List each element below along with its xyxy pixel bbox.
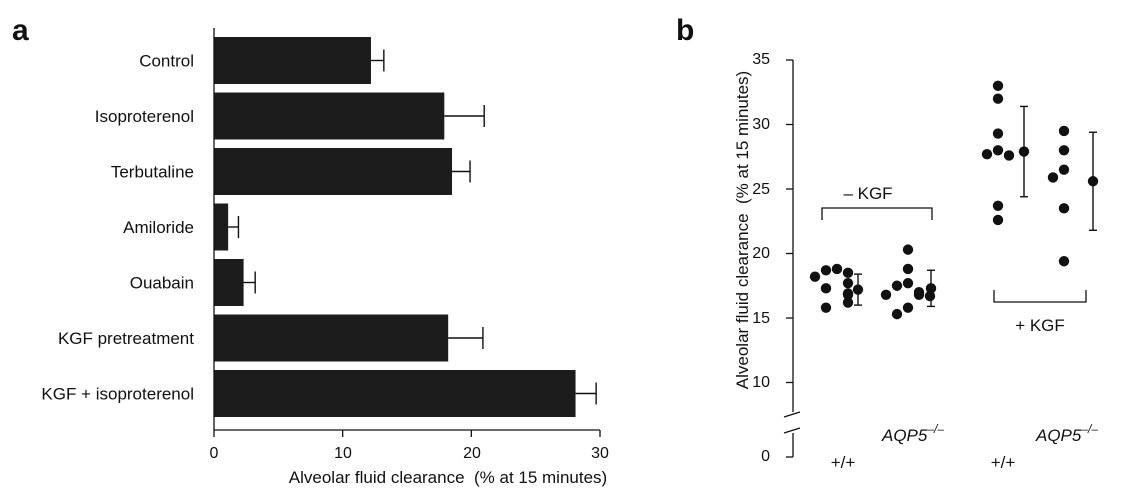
category-label: KGF + isoproterenol [41, 385, 194, 404]
panel-b: b Alveolar fluid clearance (% at 15 minu… [676, 14, 1098, 472]
data-point [992, 145, 1004, 156]
data-point [842, 277, 854, 289]
panel-a-tick-label: 20 [463, 445, 481, 462]
data-point [981, 148, 993, 160]
panel-a-tick-label: 30 [591, 445, 609, 462]
genotype-ko-name: AQP5 [881, 426, 928, 445]
minus-kgf-label: – KGF [843, 184, 892, 203]
mean-point [925, 283, 937, 294]
panel-a-bars [214, 37, 597, 417]
panel-b-tick-label: 10 [752, 374, 770, 391]
bar [214, 203, 229, 251]
plus-kgf-label: + KGF [1015, 316, 1065, 335]
bar [214, 37, 371, 84]
panel-b-y-axis-title: Alveolar fluid clearance (% at 15 minute… [733, 71, 752, 389]
panel-b-tick-label: 25 [752, 181, 770, 198]
panel-b-tick-label: 20 [752, 245, 770, 262]
genotype-wt-label: +/+ [831, 453, 856, 472]
data-point [891, 280, 903, 291]
data-point [902, 277, 914, 289]
category-label: Terbutaline [111, 163, 194, 182]
axis-break-marks [783, 411, 801, 434]
panel-a-letter: a [12, 14, 29, 47]
panel-b-tick-marks [786, 59, 793, 458]
genotype-wt-label: +/+ [991, 453, 1016, 472]
data-point [820, 265, 832, 276]
data-point [902, 244, 914, 255]
genotype-ko-label: AQP5–/– [881, 422, 944, 445]
data-point [913, 289, 925, 300]
data-point [1058, 125, 1070, 137]
data-point [1058, 164, 1070, 175]
panel-b-letter: b [676, 14, 694, 47]
plus-kgf-bracket [993, 290, 1087, 303]
panel-b-tick-label: 30 [752, 116, 770, 133]
data-point [809, 271, 821, 282]
panel-a-category-labels: Control Isoproterenol Terbutaline Amiloride… [41, 52, 194, 404]
category-label: Isoproterenol [95, 107, 194, 126]
panel-a-x-ticks: 0 10 20 30 [210, 430, 609, 462]
data-point [1058, 145, 1070, 156]
panel-a-tick-label: 0 [210, 445, 219, 462]
data-point [1058, 203, 1070, 214]
panel-b-tick-label: 15 [752, 310, 770, 327]
bar [214, 148, 453, 195]
data-point [891, 308, 903, 320]
bar [214, 92, 445, 140]
panel-a-tick-label: 10 [334, 445, 352, 462]
data-point [1058, 256, 1070, 267]
category-label: Ouabain [130, 274, 194, 293]
category-label: Control [139, 52, 194, 71]
mean-point [1087, 176, 1099, 187]
data-point [1047, 172, 1059, 183]
data-point [1003, 150, 1015, 161]
data-point [902, 302, 914, 313]
data-point [992, 93, 1004, 104]
category-label: Amiloride [123, 218, 194, 237]
genotype-ko-name: AQP5 [1035, 426, 1082, 445]
genotype-ko-label: AQP5–/– [1035, 422, 1098, 445]
data-point [992, 80, 1004, 92]
data-point [902, 263, 914, 275]
data-point [820, 302, 832, 313]
bar [214, 314, 449, 362]
panel-a-x-axis-title: Alveolar fluid clearance (% at 15 minute… [289, 468, 607, 487]
data-point [831, 263, 843, 275]
data-point [992, 128, 1004, 139]
bar [214, 259, 244, 306]
mean-point [1018, 146, 1030, 157]
data-point [842, 297, 854, 308]
genotype-ko-superscript: –/– [926, 422, 944, 436]
panel-b-tick-label: 35 [752, 51, 770, 68]
category-label: KGF pretreatment [58, 329, 194, 348]
panel-a: a Control Isoproterenol Terbutaline Amilori… [12, 14, 609, 487]
data-point [820, 283, 832, 294]
panel-b-points [809, 80, 1099, 320]
data-point [992, 200, 1004, 211]
data-point [842, 289, 854, 300]
data-point [842, 267, 854, 279]
data-point [880, 289, 892, 300]
bar [214, 370, 576, 417]
data-point [924, 290, 936, 302]
mean-point [852, 284, 864, 295]
minus-kgf-bracket [821, 207, 933, 220]
genotype-ko-superscript: –/– [1080, 422, 1098, 436]
data-point [992, 214, 1004, 226]
panel-b-y-ticks: 0 10 15 20 25 30 35 [752, 51, 770, 465]
panel-b-tick-label: 0 [761, 448, 770, 465]
